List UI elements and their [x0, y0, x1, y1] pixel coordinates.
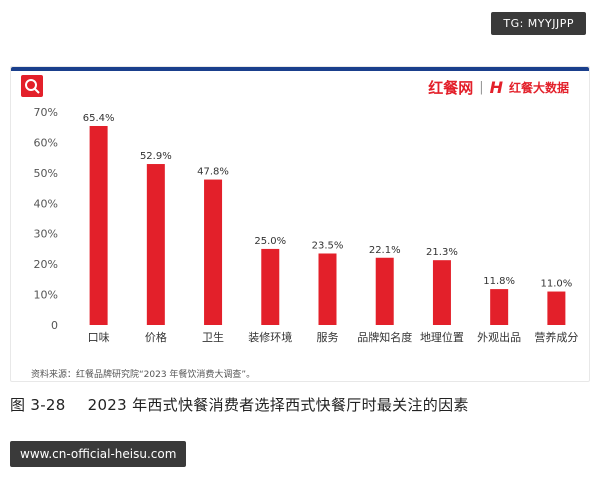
y-tick-label: 60% [34, 136, 58, 149]
bar-value-label: 47.8% [197, 167, 229, 178]
value-labels-group: 65.4% 52.9% 47.8% 25.0% 23.5% 22.1% 21.3% 11.8%… [83, 113, 573, 290]
bar [375, 257, 394, 325]
brand-sublogo-text: 红餐大数据 [508, 81, 569, 95]
card-accent-bar [11, 67, 589, 71]
search-icon [21, 75, 43, 97]
bar-value-label: 52.9% [140, 151, 172, 162]
x-category-label: 服务 [317, 331, 339, 344]
bar [89, 125, 108, 325]
x-category-label: 外观出品 [477, 330, 521, 344]
watermark-tag: TG: MYYJJPP [491, 12, 586, 35]
bar-value-label: 22.1% [369, 245, 401, 256]
x-category-label: 卫生 [202, 330, 224, 344]
bar [432, 260, 451, 325]
figure-number: 图 3-28 [10, 396, 66, 414]
bar [318, 253, 337, 325]
bar-value-label: 11.0% [540, 279, 572, 290]
brand-mark-icon: H [489, 78, 503, 97]
y-tick-label: 10% [34, 289, 58, 302]
bar [490, 289, 509, 325]
x-category-label: 装修环境 [248, 330, 292, 344]
figure-title: 2023 年西式快餐消费者选择西式快餐厅时最关注的因素 [87, 396, 469, 414]
y-tick-label: 50% [34, 167, 58, 180]
bars-group [89, 125, 566, 325]
bar-value-label: 21.3% [426, 247, 458, 258]
brand-logo: 红餐网 | H 红餐大数据 [428, 77, 569, 98]
bar-value-label: 25.0% [254, 236, 286, 247]
bar-value-label: 11.8% [483, 276, 515, 287]
y-tick-label: 0 [51, 319, 58, 332]
x-category-label: 品牌知名度 [357, 330, 412, 344]
y-tick-label: 40% [34, 197, 58, 210]
figure-caption: 图 3-28 2023 年西式快餐消费者选择西式快餐厅时最关注的因素 [10, 394, 469, 415]
x-category-label: 营养成分 [534, 330, 578, 344]
x-category-label: 口味 [88, 331, 110, 344]
bar [261, 248, 280, 325]
y-tick-label: 20% [34, 258, 58, 271]
bar-value-label: 23.5% [312, 240, 344, 251]
bar [146, 164, 165, 325]
brand-logo-text: 红餐网 [428, 79, 474, 97]
x-axis-labels-group: 口味 价格 卫生 装修环境 服务 品牌知名度 地理位置 外观出品 营养成分 [88, 330, 579, 344]
y-axis: 0 10% 20% 30% 40% 50% 60% 70% [34, 106, 58, 332]
source-note: 资料来源：红餐品牌研究院“2023 年餐饮消费大调查”。 [31, 370, 256, 380]
bar [547, 291, 566, 325]
brand-separator: | [479, 80, 484, 95]
x-category-label: 价格 [145, 330, 167, 344]
website-url: www.cn-official-heisu.com [10, 441, 187, 467]
bar-value-label: 65.4% [83, 113, 115, 124]
bar [204, 179, 223, 325]
y-tick-label: 70% [34, 106, 58, 119]
y-tick-label: 30% [34, 228, 58, 241]
x-category-label: 地理位置 [420, 330, 464, 344]
